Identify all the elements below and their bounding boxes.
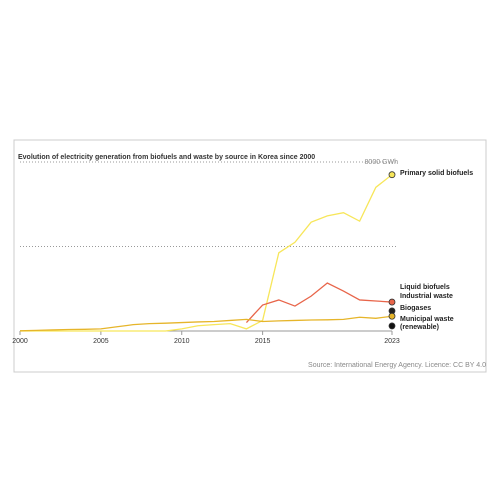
series-label: Industrial waste — [400, 293, 453, 300]
end-marker — [388, 312, 396, 320]
chart-frame — [13, 139, 487, 373]
x-tick-label: 2010 — [174, 338, 190, 345]
series-line — [245, 282, 393, 323]
y-tick-label: 8000 GWh — [365, 159, 399, 166]
series-label: Primary solid biofuels — [400, 170, 474, 177]
end-marker — [388, 171, 396, 179]
chart-title: Evolution of electricity generation from… — [18, 154, 315, 161]
series-line — [20, 174, 393, 332]
source: Source: International Energy Agency. Lic… — [308, 362, 486, 369]
series-label: Municipal waste (renewable) — [400, 316, 454, 331]
series-label: Liquid biofuels — [400, 284, 450, 291]
end-marker — [388, 298, 396, 306]
x-tick-label: 2000 — [12, 338, 28, 345]
x-tick-label: 2015 — [255, 338, 271, 345]
end-marker — [388, 322, 396, 330]
x-tick-label: 2023 — [384, 338, 400, 345]
series-label: Biogases — [400, 305, 432, 312]
series-line — [19, 315, 393, 332]
x-tick-label: 2005 — [93, 338, 109, 345]
